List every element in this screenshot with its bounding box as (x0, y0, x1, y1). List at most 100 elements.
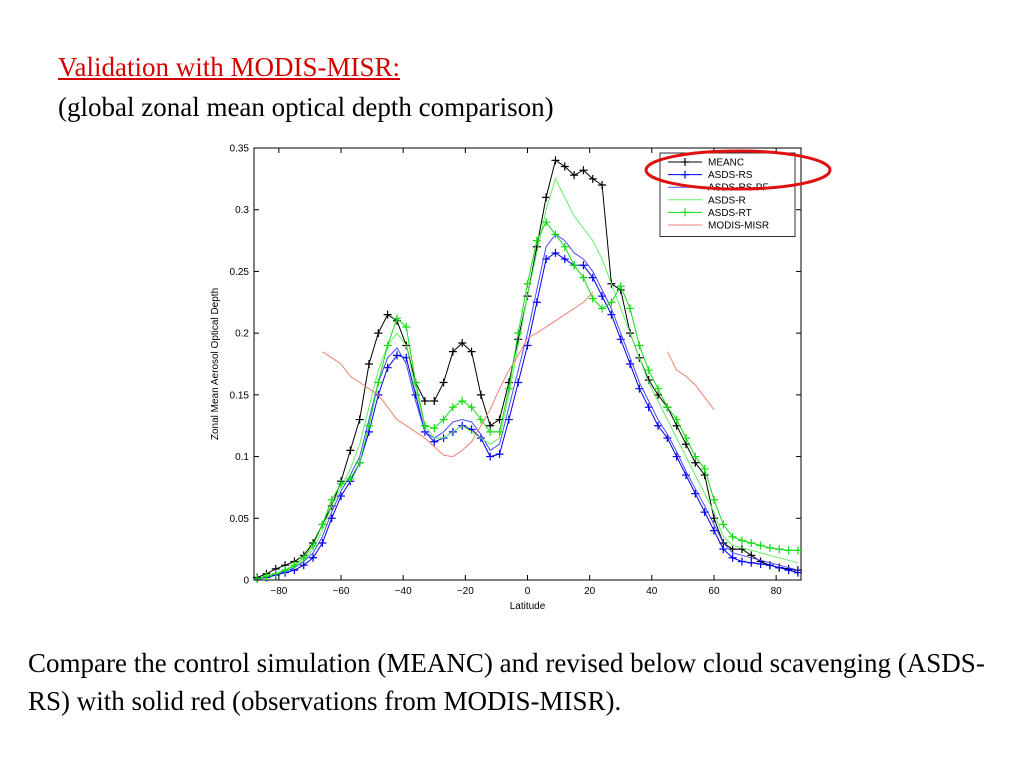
data-point-asds-rt (281, 566, 290, 575)
aerosol-optical-depth-chart: −80 −60 −40 −20 0 20 40 60 80 0 0.05 0.1 0.15 0.2 0.25… (210, 144, 832, 612)
data-point-asds-rt (504, 384, 513, 393)
data-point-asds-rs (486, 452, 495, 461)
data-point-asds-rt (672, 415, 681, 424)
data-point-meanc (588, 174, 597, 183)
data-point-asds-rt (374, 378, 383, 387)
data-point-asds-rt (682, 434, 691, 443)
legend-label-modis-misr: MODIS-MISR (708, 221, 769, 232)
y-tick-label: 0.3 (235, 205, 249, 216)
legend-label-asds-rt: ASDS-RT (708, 208, 752, 219)
x-tick-label: 80 (771, 586, 783, 597)
data-point-asds-rt (439, 415, 448, 424)
slide-title: Validation with MODIS-MISR: (58, 52, 401, 82)
data-point-meanc (374, 329, 383, 338)
data-point-meanc (420, 397, 429, 406)
data-point-asds-rt (318, 520, 327, 529)
y-tick-label: 0 (243, 576, 249, 587)
x-tick-label: −20 (457, 586, 474, 597)
data-point-asds-rt (775, 545, 784, 554)
data-point-asds-rt (253, 574, 262, 583)
x-axis-label: Latitude (510, 601, 546, 612)
data-point-asds-rt (271, 569, 280, 578)
data-point-asds-rt (551, 230, 560, 239)
series-modis-misr (322, 292, 715, 458)
legend-label-meanc: MEANC (708, 158, 744, 169)
data-point-asds-rt (364, 421, 373, 430)
series-asds-r (256, 177, 799, 580)
x-tick-label: −60 (333, 586, 350, 597)
x-tick-label: 60 (708, 586, 720, 597)
axis-ticks: −80 −60 −40 −20 0 20 40 60 80 0 0.05 0.1 0.15 0.2 0.25… (230, 144, 801, 597)
legend-label-asds-rs: ASDS-RS (708, 170, 753, 181)
legend: MEANCASDS-RSASDS-RS-PFASDS-RASDS-RTMODIS… (659, 152, 796, 237)
data-point-meanc (560, 162, 569, 171)
series-line-asds-r (256, 177, 799, 580)
data-point-meanc (542, 193, 551, 202)
data-point-asds-rt (654, 384, 663, 393)
series-asds-rt (253, 218, 802, 583)
data-point-asds-rt (532, 236, 541, 245)
y-tick-label: 0.35 (230, 144, 250, 155)
data-point-asds-rt (663, 403, 672, 412)
data-point-meanc (737, 545, 746, 554)
data-point-asds-rt (458, 397, 467, 406)
data-point-asds-rt (383, 341, 392, 350)
data-point-meanc (383, 310, 392, 319)
data-point-meanc (551, 156, 560, 165)
data-point-asds-rs (728, 553, 737, 562)
data-point-asds-rt (495, 427, 504, 436)
data-point-asds-rt (420, 421, 429, 430)
data-point-asds-rt (626, 304, 635, 313)
series-line-modis-misr (666, 351, 715, 411)
data-point-asds-rt (486, 427, 495, 436)
data-point-asds-rt (448, 403, 457, 412)
data-point-asds-rt (560, 242, 569, 251)
data-point-asds-rt (784, 546, 793, 555)
data-point-asds-rt (709, 495, 718, 504)
y-tick-label: 0.05 (230, 514, 250, 525)
data-point-asds-rt (607, 298, 616, 307)
legend-marker-meanc (681, 158, 689, 166)
data-point-asds-rt (700, 464, 709, 473)
y-tick-label: 0.2 (235, 329, 249, 340)
data-point-asds-rs (495, 450, 504, 459)
data-point-asds-rs (309, 553, 318, 562)
data-point-asds-rs (756, 559, 765, 568)
data-point-asds-rt (467, 403, 476, 412)
data-point-asds-rt (355, 458, 364, 467)
data-point-asds-rt (262, 572, 271, 581)
y-tick-label: 0.15 (230, 390, 250, 401)
data-point-asds-rs (654, 421, 663, 430)
data-point-asds-rt (542, 218, 551, 227)
x-tick-label: −80 (270, 586, 287, 597)
data-point-asds-rs (430, 437, 439, 446)
data-point-asds-rt (402, 322, 411, 331)
slide-caption: Compare the control simulation (MEANC) a… (28, 648, 985, 716)
data-point-asds-rt (588, 294, 597, 303)
data-point-asds-rt (793, 546, 802, 555)
data-point-asds-rs (560, 255, 569, 264)
data-point-asds-rt (411, 378, 420, 387)
legend-highlight-ellipse (644, 149, 832, 191)
data-point-asds-rt (728, 532, 737, 541)
data-point-asds-rt (327, 495, 336, 504)
x-tick-label: 0 (525, 586, 531, 597)
data-point-asds-rs (747, 558, 756, 567)
x-tick-label: 20 (584, 586, 596, 597)
data-point-asds-rt (570, 261, 579, 270)
data-point-asds-rt (299, 553, 308, 562)
data-point-meanc (467, 347, 476, 356)
data-point-meanc (430, 397, 439, 406)
data-point-asds-rt (737, 536, 746, 545)
data-point-asds-rt (309, 541, 318, 550)
data-point-asds-rt (337, 479, 346, 488)
data-point-asds-rt (719, 520, 728, 529)
data-point-meanc (728, 545, 737, 554)
data-point-asds-rt (616, 282, 625, 291)
y-tick-label: 0.1 (235, 452, 249, 463)
data-point-asds-rt (523, 279, 532, 288)
data-point-asds-rs (551, 248, 560, 257)
data-point-asds-rt (346, 474, 355, 483)
data-point-meanc (458, 339, 467, 348)
legend-marker-asds-rs (681, 170, 689, 179)
